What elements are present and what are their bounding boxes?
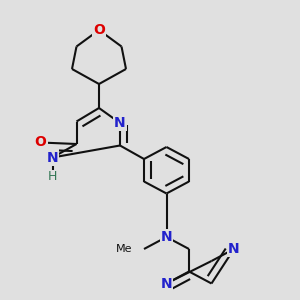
Text: N: N	[161, 230, 172, 244]
Text: O: O	[93, 23, 105, 37]
Text: N: N	[47, 151, 58, 164]
Text: O: O	[34, 136, 46, 149]
Text: N: N	[228, 242, 240, 256]
Text: Me: Me	[116, 244, 133, 254]
Text: H: H	[48, 170, 57, 184]
Text: N: N	[161, 277, 172, 290]
Text: N: N	[114, 116, 126, 130]
